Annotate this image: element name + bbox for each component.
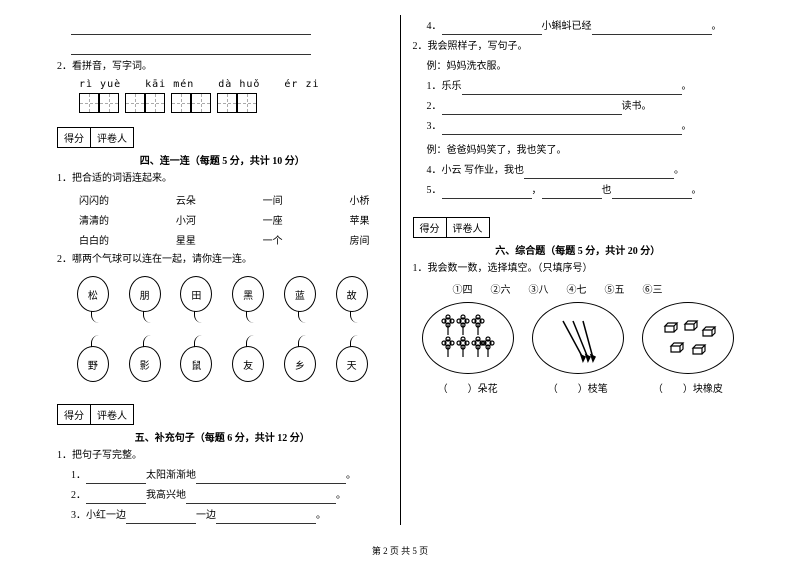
tianzige-cell	[171, 93, 191, 113]
lines1-block: 1．乐乐。 2．读书。 3．。	[413, 79, 744, 135]
balloon: 野	[77, 346, 109, 382]
match-cell: 一间	[263, 192, 283, 207]
right-column: 4．小蝌蚪已经。 2．我会照样子，写句子。 例：妈妈洗衣服。 1．乐乐。 2．读…	[401, 15, 756, 525]
score-label: 得分	[58, 128, 91, 147]
count-item-flowers: （ ）朵花	[422, 302, 514, 395]
example-2: 例：爸爸妈妈笑了，我也笑了。	[413, 143, 744, 159]
lines2-block: 4．小云 写作业，我也。 5．，也。	[413, 163, 744, 199]
match-cell: 闪闪的	[79, 192, 109, 207]
section-5-title: 五、补充句子（每题 6 分，共计 12 分）	[57, 429, 388, 444]
tianzige-cell	[237, 93, 257, 113]
fill-line: 1．太阳渐渐地。	[71, 468, 388, 484]
pinyin-3: dà huǒ	[218, 79, 260, 90]
match-cell: 房间	[349, 232, 369, 247]
balloon: 友	[232, 346, 264, 382]
fill-line: 3．小红一边一边。	[71, 508, 388, 524]
flowers-oval	[422, 302, 514, 374]
pinyin-4: ér zi	[284, 79, 319, 90]
match-cell: 一个	[263, 232, 283, 247]
balloon: 天	[336, 346, 368, 382]
left-column: 2．看拼音，写字词。 rì yuè kāi mén dà huǒ ér zi 得…	[45, 15, 401, 525]
tianzige-cell	[99, 93, 119, 113]
balloon: 故	[336, 276, 368, 312]
count-item-erasers: （ ）块橡皮	[642, 302, 734, 395]
match-row: 白白的 星星 一个 房间	[57, 232, 388, 247]
section-4-title: 四、连一连（每题 5 分，共计 10 分）	[57, 152, 388, 167]
balloon: 朋	[129, 276, 161, 312]
example-1: 例：妈妈洗衣服。	[413, 59, 744, 75]
tianzige-cell	[145, 93, 165, 113]
match-row: 闪闪的 云朵 一间 小桥	[57, 192, 388, 207]
choice: ②六	[491, 281, 511, 296]
q2-pinyin-label: 2．看拼音，写字词。	[57, 59, 388, 75]
score-label: 得分	[58, 405, 91, 424]
match-cell: 小河	[176, 212, 196, 227]
tianzige-cell	[191, 93, 211, 113]
balloon-row-top: 松 朋 田 黑 蓝 故	[57, 276, 388, 312]
match-cell: 白白的	[79, 232, 109, 247]
q4-2-label: 2．哪两个气球可以连在一起，请你连一连。	[57, 252, 388, 268]
q4-1-label: 1．把合适的词语连起来。	[57, 171, 388, 187]
grader-label: 评卷人	[447, 218, 489, 237]
sentence-line: 1．乐乐。	[427, 79, 744, 95]
balloon-row-bottom: 野 影 鼠 友 乡 天	[57, 346, 388, 382]
q2-right-label: 2．我会照样子，写句子。	[413, 39, 744, 55]
match-cell: 小桥	[349, 192, 369, 207]
balloon: 蓝	[284, 276, 316, 312]
score-box-6: 得分 评卷人	[413, 217, 490, 238]
choices-row: ①四 ②六 ③八 ④七 ⑤五 ⑥三	[413, 281, 744, 296]
erasers-icon	[653, 313, 723, 363]
sentence-line: 2．读书。	[427, 99, 744, 115]
tianzige-cell	[217, 93, 237, 113]
grader-label: 评卷人	[91, 405, 133, 424]
section-6-title: 六、综合题（每题 5 分，共计 20 分）	[413, 242, 744, 257]
tianzige-cell	[125, 93, 145, 113]
sentence-line: 3．。	[427, 119, 744, 135]
balloon: 鼠	[180, 346, 212, 382]
pencils-oval	[532, 302, 624, 374]
pinyin-1: rì yuè	[79, 79, 121, 90]
blank-line-2	[57, 39, 388, 55]
flowers-icon	[438, 313, 498, 363]
fill-line: 2．我高兴地。	[71, 488, 388, 504]
page-columns: 2．看拼音，写字词。 rì yuè kāi mén dà huǒ ér zi 得…	[45, 15, 755, 525]
score-label: 得分	[414, 218, 447, 237]
match-cell: 苹果	[349, 212, 369, 227]
choice: ①四	[453, 281, 473, 296]
q6-1-label: 1．我会数一数，选择填空。（只填序号）	[413, 261, 744, 277]
balloon: 松	[77, 276, 109, 312]
score-box-5: 得分 评卷人	[57, 404, 134, 425]
fill-line-4: 4．小蝌蚪已经。	[413, 19, 744, 35]
choice: ④七	[567, 281, 587, 296]
fill-block: 1．太阳渐渐地。 2．我高兴地。 3．小红一边一边。	[57, 468, 388, 524]
pinyin-row: rì yuè kāi mén dà huǒ ér zi	[57, 79, 388, 90]
q5-1-label: 1．把句子写完整。	[57, 448, 388, 464]
match-row: 清清的 小河 一座 苹果	[57, 212, 388, 227]
match-block: 闪闪的 云朵 一间 小桥 清清的 小河 一座 苹果 白白的 星星 一个 房间	[57, 192, 388, 247]
sentence-line: 4．小云 写作业，我也。	[427, 163, 744, 179]
count-item-pencils: （ ）枝笔	[532, 302, 624, 395]
blank-line-1	[57, 19, 388, 35]
match-cell: 清清的	[79, 212, 109, 227]
erasers-oval	[642, 302, 734, 374]
balloon: 影	[129, 346, 161, 382]
match-cell: 一座	[263, 212, 283, 227]
match-cell: 云朵	[176, 192, 196, 207]
balloon: 黑	[232, 276, 264, 312]
score-box-4: 得分 评卷人	[57, 127, 134, 148]
grader-label: 评卷人	[91, 128, 133, 147]
count-row: （ ）朵花 （ ）枝笔	[413, 302, 744, 395]
tianzige-cell	[79, 93, 99, 113]
tianzige-row	[57, 93, 388, 113]
pencils-icon	[548, 313, 608, 363]
match-cell: 星星	[176, 232, 196, 247]
pinyin-2: kāi mén	[145, 79, 194, 90]
balloon: 田	[180, 276, 212, 312]
choice: ⑤五	[605, 281, 625, 296]
page-footer: 第 2 页 共 5 页	[0, 544, 800, 557]
sentence-line: 5．，也。	[427, 183, 744, 199]
choice: ⑥三	[643, 281, 663, 296]
choice: ③八	[529, 281, 549, 296]
balloon: 乡	[284, 346, 316, 382]
